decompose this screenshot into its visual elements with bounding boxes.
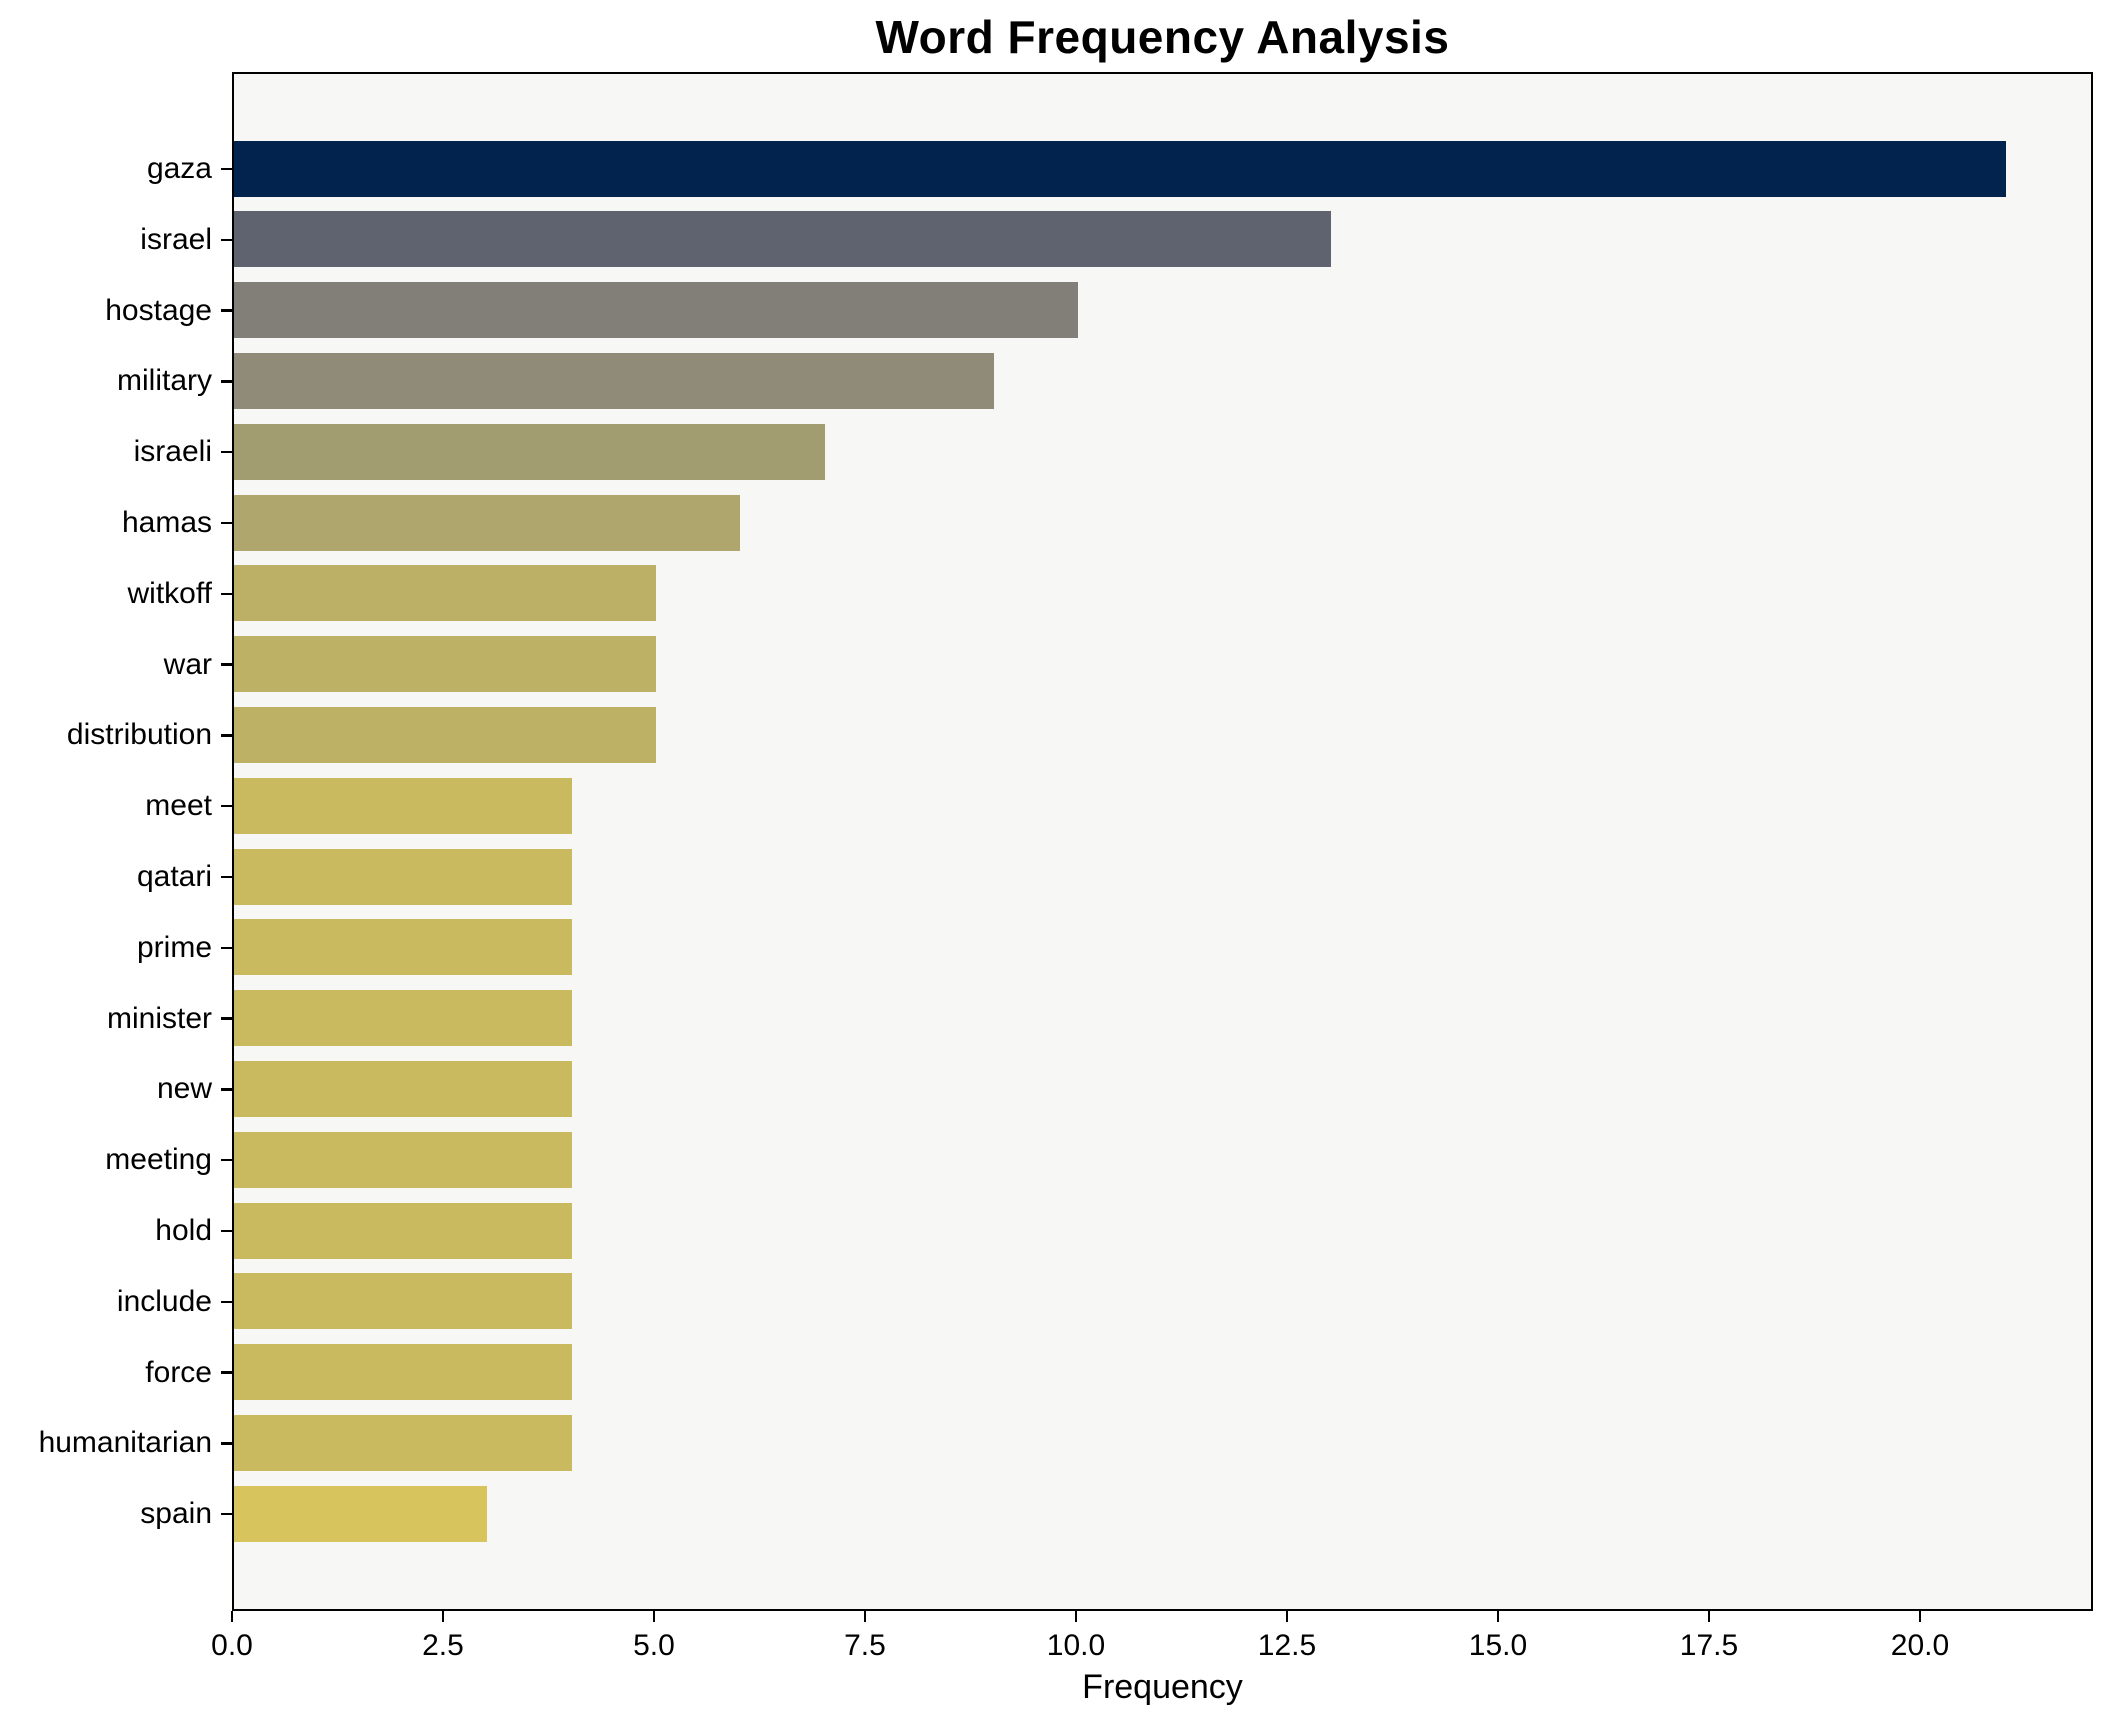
y-tick-mark	[221, 1300, 232, 1304]
x-tick-mark	[1285, 1611, 1289, 1622]
x-tick-label-0.0: 0.0	[211, 1629, 253, 1662]
y-tick-mark	[221, 1229, 232, 1233]
y-axis-label-meeting: meeting	[105, 1143, 212, 1177]
bar-qatari	[234, 848, 572, 905]
x-tick-mark	[441, 1611, 445, 1622]
plot-area	[232, 72, 2093, 1611]
bar-gaza	[234, 140, 2007, 197]
y-tick-mark	[221, 875, 232, 879]
y-tick-mark	[221, 1017, 232, 1020]
y-axis-label-hostage: hostage	[105, 293, 212, 327]
y-tick-mark	[221, 380, 232, 383]
x-axis-title: Frequency	[1082, 1668, 1243, 1706]
y-axis-label-israel: israel	[140, 222, 212, 256]
x-tick-label-10.0: 10.0	[1046, 1629, 1106, 1662]
bar-israel	[234, 211, 1332, 268]
bar-force	[234, 1344, 572, 1401]
y-tick-mark	[221, 167, 232, 171]
y-axis-label-new: new	[156, 1072, 212, 1106]
y-axis-label-minister: minister	[106, 1001, 212, 1035]
x-tick-mark	[863, 1611, 867, 1622]
bar-prime	[234, 919, 572, 976]
bar-spain	[234, 1485, 488, 1542]
bar-meeting	[234, 1131, 572, 1188]
bar-hamas	[234, 494, 741, 551]
y-tick-mark	[221, 804, 232, 808]
y-axis-label-qatari: qatari	[136, 860, 212, 893]
y-tick-mark	[221, 1158, 232, 1162]
x-tick-mark	[1496, 1611, 1500, 1622]
bar-new	[234, 1060, 572, 1117]
x-tick-label-7.5: 7.5	[844, 1629, 886, 1662]
y-tick-mark	[221, 238, 232, 242]
y-tick-mark	[221, 1088, 232, 1091]
y-axis-label-military: military	[117, 364, 212, 398]
x-tick-label-17.5: 17.5	[1679, 1629, 1739, 1662]
y-axis-label-war: war	[163, 647, 212, 681]
y-tick-mark	[221, 1371, 232, 1374]
bar-witkoff	[234, 565, 656, 622]
x-tick-mark	[652, 1611, 656, 1622]
y-axis-label-hold: hold	[155, 1214, 212, 1247]
x-tick-label-15.0: 15.0	[1468, 1629, 1528, 1662]
x-tick-label-20.0: 20.0	[1890, 1629, 1950, 1662]
bar-distribution	[234, 706, 656, 763]
bar-minister	[234, 990, 572, 1047]
y-tick-mark	[221, 1512, 232, 1516]
y-axis-label-gaza: gaza	[146, 152, 212, 185]
x-tick-mark	[1074, 1611, 1078, 1622]
y-axis-label-israeli: israeli	[133, 435, 212, 469]
x-tick-mark	[1918, 1611, 1922, 1622]
y-tick-mark	[221, 521, 232, 525]
y-tick-mark	[221, 734, 232, 737]
x-tick-label-2.5: 2.5	[422, 1629, 464, 1662]
y-axis-label-humanitarian: humanitarian	[38, 1426, 212, 1460]
y-tick-mark	[221, 663, 232, 666]
y-axis-label-spain: spain	[140, 1497, 212, 1531]
y-tick-mark	[221, 592, 232, 596]
bar-military	[234, 352, 994, 409]
y-tick-mark	[221, 450, 232, 454]
bar-war	[234, 636, 656, 693]
bar-meet	[234, 777, 572, 834]
y-tick-mark	[221, 1442, 232, 1445]
y-axis-label-witkoff: witkoff	[127, 576, 212, 610]
y-axis-label-include: include	[116, 1284, 212, 1318]
y-axis-label-force: force	[145, 1355, 212, 1389]
x-tick-mark	[1707, 1611, 1711, 1622]
y-axis-label-meet: meet	[145, 789, 212, 823]
y-tick-mark	[221, 309, 232, 312]
y-axis-label-prime: prime	[136, 930, 212, 964]
bar-humanitarian	[234, 1414, 572, 1471]
y-tick-mark	[221, 946, 232, 950]
bar-include	[234, 1273, 572, 1330]
x-tick-label-5.0: 5.0	[633, 1629, 675, 1662]
y-axis-label-distribution: distribution	[66, 718, 212, 752]
x-tick-label-12.5: 12.5	[1257, 1629, 1317, 1662]
bar-israeli	[234, 423, 825, 480]
x-tick-mark	[230, 1611, 234, 1622]
bar-hold	[234, 1202, 572, 1259]
chart-title: Word Frequency Analysis	[875, 11, 1450, 63]
y-axis-label-hamas: hamas	[121, 506, 212, 539]
bar-hostage	[234, 282, 1078, 339]
